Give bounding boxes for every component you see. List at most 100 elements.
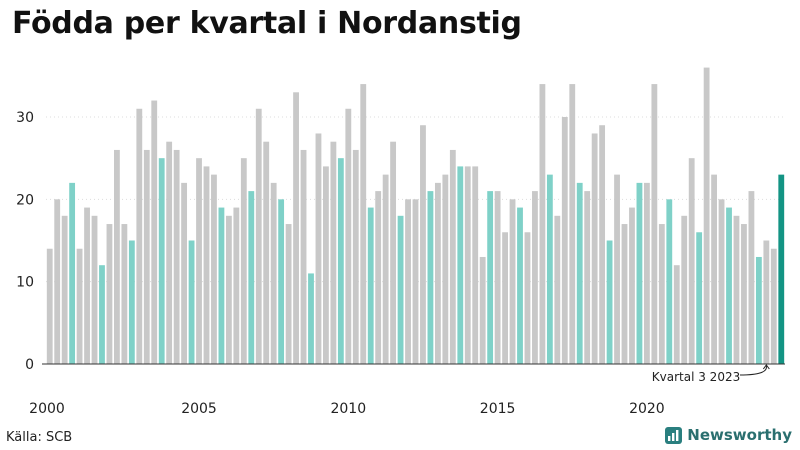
y-tick-label-0: 0 <box>25 357 34 373</box>
bar-2017-q2 <box>561 117 568 364</box>
bar-2014-q3 <box>479 256 486 364</box>
bar-2000-q3 <box>61 215 68 364</box>
bar-2020-q1 <box>643 182 650 364</box>
annotation-arrow <box>739 365 767 376</box>
bar-2000-q4 <box>69 182 76 364</box>
bar-2022-q2 <box>711 174 717 364</box>
bar-2007-q3 <box>270 182 277 364</box>
bar-2017-q1 <box>554 215 561 364</box>
bar-2002-q2 <box>114 149 120 364</box>
bar-2005-q1 <box>196 158 202 364</box>
bar-2018-q2 <box>591 133 598 364</box>
bar-2016-q1 <box>524 232 531 364</box>
bar-2024-q1 <box>763 240 770 364</box>
bar-2006-q2 <box>233 207 240 364</box>
bar-2005-q4 <box>218 207 225 364</box>
y-tick-label-10: 10 <box>16 275 34 291</box>
bar-2002-q3 <box>121 224 128 364</box>
bar-2022-q1 <box>703 67 710 364</box>
x-axis: 2000 2005 2010 2015 2020 <box>29 401 665 417</box>
bar-2023-q4 <box>755 256 762 364</box>
bar-2010-q3 <box>360 84 367 365</box>
bar-2021-q4 <box>696 232 703 364</box>
brand-name: Newsworthy <box>687 426 792 444</box>
bar-2024-q3 <box>778 174 785 364</box>
bar-2014-q1 <box>464 166 471 364</box>
bar-2011-q4 <box>397 215 404 364</box>
annotation-arrowhead <box>762 364 770 370</box>
bar-2004-q4 <box>188 240 195 364</box>
bar-2012-q4 <box>427 191 434 364</box>
bar-2007-q4 <box>278 199 285 364</box>
bar-2020-q2 <box>651 84 658 365</box>
bar-2018-q3 <box>599 125 606 364</box>
bar-2013-q4 <box>457 166 464 364</box>
bar-2014-q2 <box>472 166 479 364</box>
bar-2013-q2 <box>442 174 449 364</box>
bar-2023-q1 <box>733 215 740 364</box>
bar-2012-q3 <box>420 125 426 364</box>
bar-2014-q4 <box>487 191 494 364</box>
bar-2010-q4 <box>367 207 374 364</box>
bar-2005-q2 <box>203 166 210 364</box>
bar-2000-q1 <box>46 248 53 364</box>
annotation-label: Kvartal 3 2023 <box>652 370 740 384</box>
bar-2018-q1 <box>584 191 591 364</box>
bar-2016-q2 <box>532 191 538 364</box>
bar-2008-q4 <box>308 273 314 364</box>
y-tick-label-30: 30 <box>16 110 34 126</box>
bar-2008-q3 <box>300 149 307 364</box>
bar-2023-q2 <box>741 224 747 364</box>
bar-2004-q2 <box>173 149 180 364</box>
bar-2001-q3 <box>91 215 98 364</box>
y-tick-label-20: 20 <box>16 192 34 208</box>
bar-2020-q3 <box>658 224 665 364</box>
bar-2017-q4 <box>576 182 583 364</box>
bar-2009-q4 <box>337 158 344 364</box>
bar-2004-q3 <box>181 182 188 364</box>
bar-2016-q3 <box>539 84 546 365</box>
bar-2015-q3 <box>509 199 516 364</box>
bar-2009-q2 <box>323 166 329 364</box>
bar-2005-q3 <box>211 174 217 364</box>
bar-2020-q4 <box>666 199 673 364</box>
source-label: Källa: SCB <box>6 430 73 445</box>
bar-2015-q1 <box>494 191 501 364</box>
bar-2003-q4 <box>158 158 165 364</box>
bar-2003-q1 <box>136 108 143 365</box>
y-axis: 0 10 20 30 <box>16 110 34 373</box>
annotation: Kvartal 3 2023 <box>652 364 770 384</box>
bar-2006-q4 <box>248 191 255 364</box>
bar-2023-q3 <box>748 191 755 364</box>
bar-2002-q4 <box>128 240 135 364</box>
bar-2021-q2 <box>681 215 688 364</box>
bar-2008-q1 <box>285 224 292 364</box>
bar-2019-q3 <box>629 207 635 364</box>
x-tick-label-2010: 2010 <box>330 401 366 417</box>
x-tick-label-2020: 2020 <box>629 401 665 417</box>
bar-2002-q1 <box>106 224 113 364</box>
bar-2007-q1 <box>255 108 262 365</box>
bar-2022-q4 <box>726 207 732 364</box>
newsworthy-chart-icon <box>665 426 683 444</box>
bar-2012-q2 <box>412 199 419 364</box>
bar-2012-q1 <box>405 199 411 364</box>
bar-2001-q1 <box>76 248 83 364</box>
bar-2009-q1 <box>315 133 322 364</box>
bar-2001-q4 <box>99 265 105 364</box>
bar-2003-q2 <box>143 149 150 364</box>
bar-2015-q2 <box>502 232 508 364</box>
bar-2015-q4 <box>517 207 523 364</box>
bar-2019-q4 <box>636 182 643 364</box>
bar-2009-q3 <box>330 141 337 364</box>
bar-2017-q3 <box>569 84 576 365</box>
bar-2021-q3 <box>688 158 695 364</box>
x-tick-label-2015: 2015 <box>480 401 516 417</box>
bar-2011-q3 <box>390 141 397 364</box>
bar-2013-q3 <box>449 149 456 364</box>
bar-2007-q2 <box>263 141 270 364</box>
bar-2001-q2 <box>84 207 90 364</box>
bar-2006-q1 <box>225 215 232 364</box>
bar-2016-q4 <box>546 174 553 364</box>
